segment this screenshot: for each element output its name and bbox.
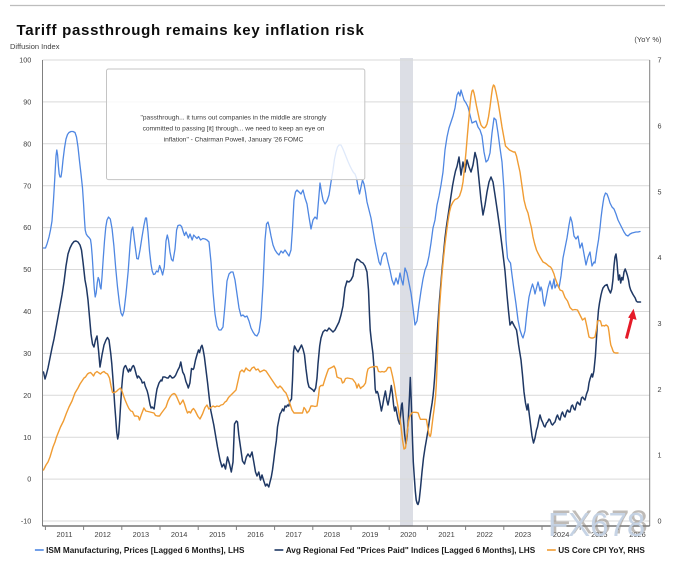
svg-text:0: 0 <box>27 475 31 484</box>
svg-text:FX678: FX678 <box>551 504 648 541</box>
svg-text:4: 4 <box>658 253 662 262</box>
svg-text:6: 6 <box>658 122 662 131</box>
svg-text:ISM Manufacturing, Prices [Lag: ISM Manufacturing, Prices [Lagged 6 Mont… <box>46 546 245 555</box>
svg-text:2: 2 <box>658 385 662 394</box>
svg-text:2025: 2025 <box>591 530 607 539</box>
svg-text:80: 80 <box>23 139 31 148</box>
svg-text:40: 40 <box>23 307 31 316</box>
svg-text:2026: 2026 <box>629 530 645 539</box>
svg-text:0: 0 <box>658 517 662 526</box>
svg-text:inflation" - Chairman Powell,: inflation" - Chairman Powell, January '2… <box>164 137 304 144</box>
svg-text:-10: -10 <box>21 517 31 526</box>
svg-text:2019: 2019 <box>362 530 378 539</box>
svg-text:committed to passing [it] thro: committed to passing [it] through... we … <box>143 126 325 133</box>
svg-text:20: 20 <box>23 391 31 400</box>
svg-text:2017: 2017 <box>285 530 301 539</box>
svg-text:Diffusion Index: Diffusion Index <box>10 42 60 51</box>
svg-text:5: 5 <box>658 187 662 196</box>
svg-text:7: 7 <box>658 56 662 65</box>
svg-text:90: 90 <box>23 98 31 107</box>
svg-text:1: 1 <box>658 451 662 460</box>
svg-text:Avg Regional Fed "Prices Paid": Avg Regional Fed "Prices Paid" Indices [… <box>286 546 536 555</box>
svg-text:2020: 2020 <box>400 530 416 539</box>
svg-text:2012: 2012 <box>94 530 110 539</box>
svg-text:Tariff passthrough remains key: Tariff passthrough remains key inflation… <box>17 22 365 39</box>
svg-text:10: 10 <box>23 433 31 442</box>
svg-text:50: 50 <box>23 265 31 274</box>
svg-text:2013: 2013 <box>133 530 149 539</box>
svg-text:2014: 2014 <box>171 530 187 539</box>
svg-text:2015: 2015 <box>209 530 225 539</box>
svg-text:"passthrough... it turns out c: "passthrough... it turns out companies i… <box>141 115 328 122</box>
svg-text:2023: 2023 <box>515 530 531 539</box>
svg-text:(YoY %): (YoY %) <box>634 35 662 44</box>
svg-text:2022: 2022 <box>476 530 492 539</box>
svg-text:2021: 2021 <box>438 530 454 539</box>
svg-text:2011: 2011 <box>57 530 73 539</box>
svg-text:70: 70 <box>23 181 31 190</box>
svg-text:3: 3 <box>658 319 662 328</box>
svg-text:2018: 2018 <box>324 530 340 539</box>
svg-text:2016: 2016 <box>247 530 263 539</box>
svg-text:2024: 2024 <box>553 530 569 539</box>
svg-text:FX678: FX678 <box>548 506 645 543</box>
svg-text:100: 100 <box>19 56 31 65</box>
svg-text:60: 60 <box>23 223 31 232</box>
svg-text:US Core CPI YoY, RHS: US Core CPI YoY, RHS <box>558 546 645 555</box>
svg-text:30: 30 <box>23 349 31 358</box>
